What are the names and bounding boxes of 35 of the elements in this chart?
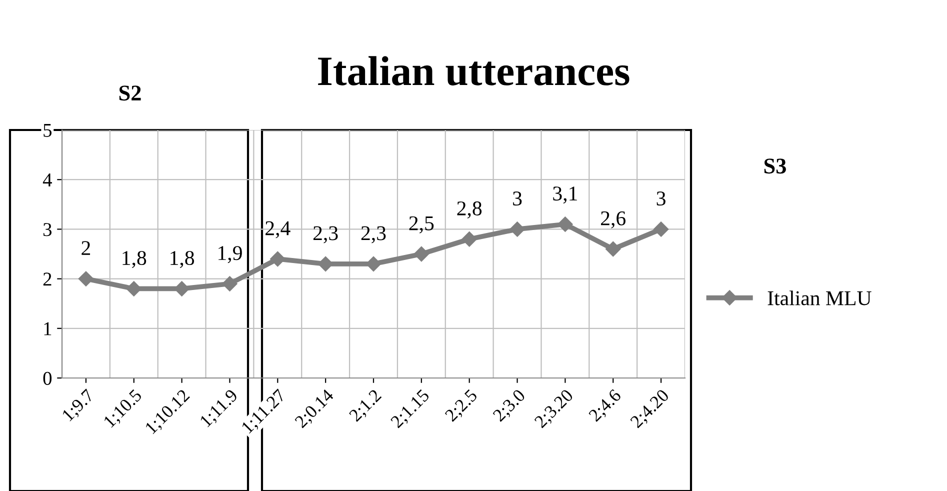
point: [174, 281, 190, 296]
data-label: 2,8: [457, 201, 482, 218]
point: [78, 271, 94, 286]
data-label: 2,5: [409, 216, 434, 234]
text: S2: [119, 86, 141, 101]
chart-title: Italian utterances: [318, 56, 630, 86]
data-label: 1,8: [122, 250, 146, 268]
data-label: 3,1: [553, 186, 577, 204]
y-tick-label: 5: [44, 124, 52, 137]
data-label: 2,6: [601, 211, 626, 228]
point: [510, 222, 525, 237]
point: [653, 222, 669, 237]
data-label: 2: [82, 241, 90, 255]
point: [558, 216, 573, 232]
data-label: 2,3: [313, 226, 338, 244]
point: [270, 251, 286, 267]
point: [414, 246, 429, 262]
point: [318, 256, 334, 272]
y-tick-label: 3: [43, 223, 52, 236]
y-tick-label: 1: [44, 322, 52, 336]
data-label: 2,3: [361, 226, 386, 244]
y-tick-label: 2: [43, 272, 52, 286]
data-label: 1,9: [218, 246, 242, 264]
point: [606, 241, 621, 257]
data-label: 3: [513, 192, 522, 206]
y-tick-label: 4: [42, 174, 52, 186]
point: [126, 281, 142, 296]
data-label: 2,4: [266, 221, 290, 238]
data-label: 1,8: [170, 250, 194, 268]
point: [222, 276, 238, 292]
point: [462, 232, 477, 247]
data-label: 3: [656, 192, 666, 206]
legend-label: Italian MLU: [768, 290, 872, 306]
text: S3: [764, 158, 786, 174]
y-tick-label: 0: [43, 372, 52, 385]
